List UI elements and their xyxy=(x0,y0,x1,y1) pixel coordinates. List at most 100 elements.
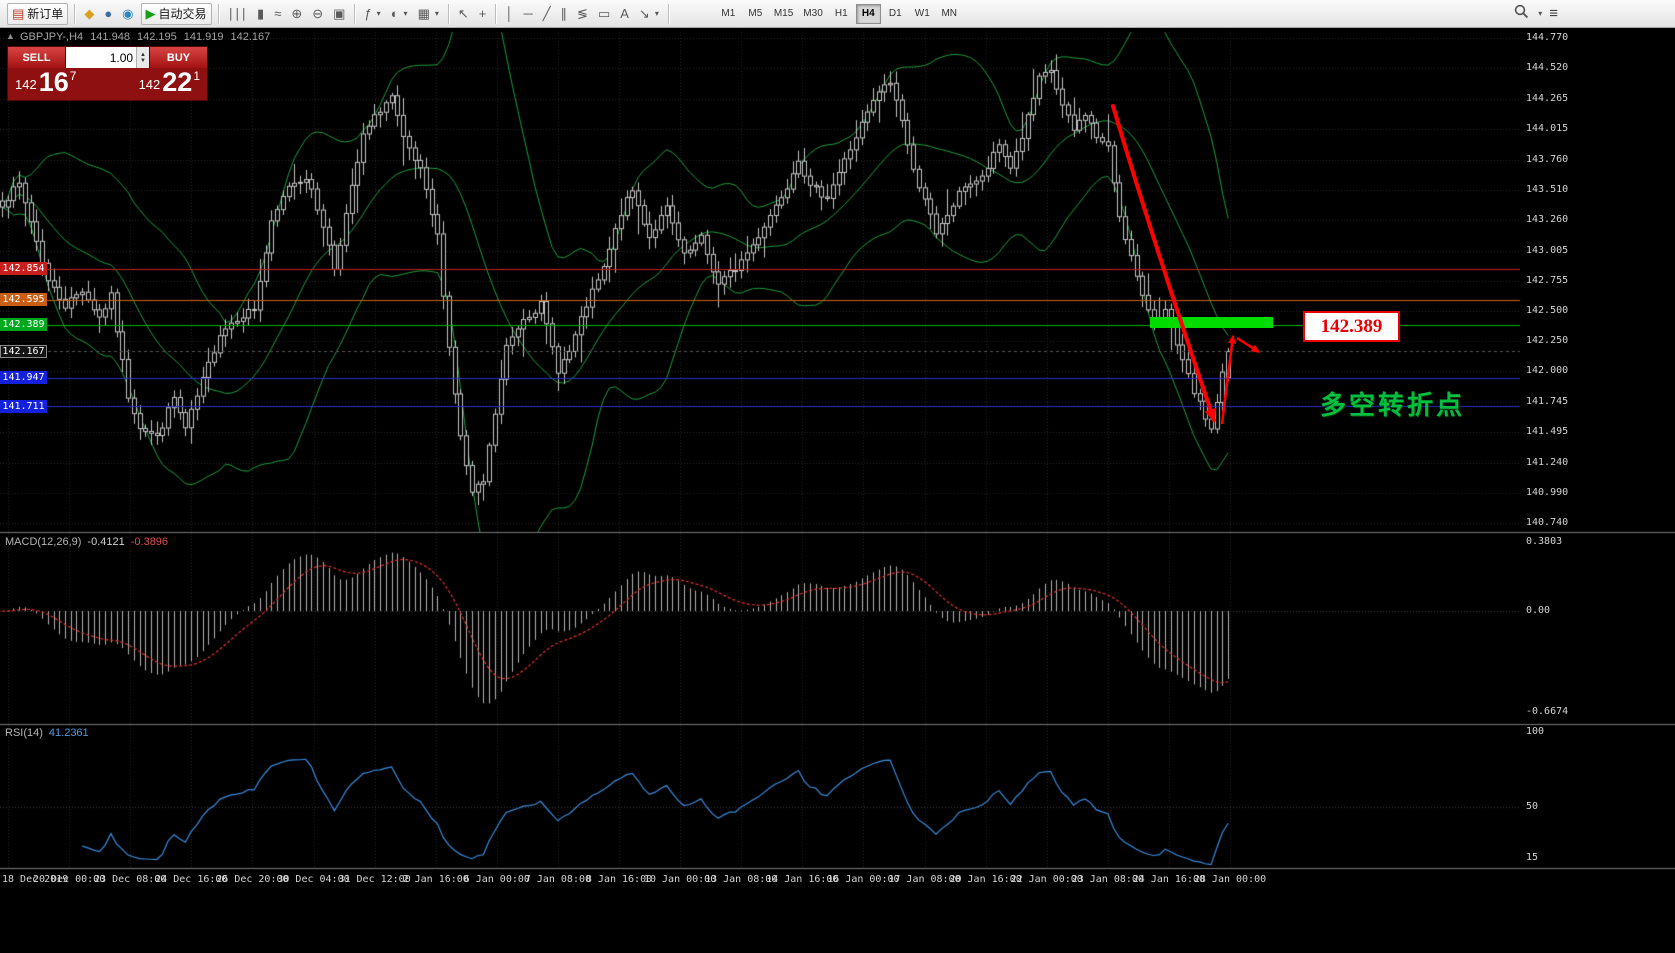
trendline-icon-glyph: ╱ xyxy=(542,6,551,21)
shapes-icon[interactable]: ▭ xyxy=(593,3,615,25)
panel-collapse-icon[interactable]: ▲ xyxy=(6,31,15,41)
search-icon[interactable] xyxy=(1514,4,1529,24)
cursor-icon[interactable]: ↖ xyxy=(453,3,474,25)
crosshair-icon[interactable]: + xyxy=(474,3,492,25)
timeframe-m5[interactable]: M5 xyxy=(748,8,763,19)
buy-price-big: 22 xyxy=(162,67,193,97)
timeframe-h4[interactable]: H4 xyxy=(855,3,881,24)
text-icon-glyph: A xyxy=(620,6,629,21)
vertical-line-icon[interactable]: │ xyxy=(500,3,518,25)
volume-input[interactable]: 1.00 ▲ ▼ xyxy=(65,47,150,68)
low-value: 141.919 xyxy=(183,31,224,43)
turning-point-label[interactable]: 多空转折点 xyxy=(1320,390,1466,420)
symbol-period-label: GBPJPY-,H4 xyxy=(20,31,84,43)
timeframe-w1[interactable]: W1 xyxy=(914,8,930,19)
trendline-icon[interactable]: ╱ xyxy=(538,3,556,25)
timeframe-m30[interactable]: M30 xyxy=(803,8,823,19)
arrow-tool-icon-glyph: ↘ xyxy=(638,6,650,21)
chevron-down-icon: ▾ xyxy=(654,9,659,18)
channel-icon[interactable]: ∥ xyxy=(556,3,573,25)
bar-chart-icon-glyph: ∣∣∣ xyxy=(227,6,248,21)
timeframe-m1[interactable]: M1 xyxy=(721,8,736,19)
chart-canvas[interactable] xyxy=(0,28,1675,953)
toolbar-separator xyxy=(667,3,669,24)
toolbar-right: ▾ ≡ xyxy=(1514,4,1670,24)
zoom-out-icon-glyph: ⊖ xyxy=(312,6,324,21)
close-value: 142.167 xyxy=(230,31,271,43)
text-icon[interactable]: A xyxy=(615,3,634,25)
sell-button[interactable]: SELL xyxy=(8,47,65,68)
fibonacci-icon-glyph: ≶ xyxy=(577,6,588,21)
quick-trade-icon[interactable]: ◆ xyxy=(79,3,99,25)
zoom-in-icon-glyph: ⊕ xyxy=(291,6,303,21)
autotrading-glyph: ▶ xyxy=(145,6,156,21)
vertical-line-icon-glyph: │ xyxy=(505,6,514,21)
volume-value: 1.00 xyxy=(109,50,134,65)
sell-price[interactable]: 142 16 7 xyxy=(15,69,76,96)
periods-glyph: ◐ xyxy=(390,6,399,21)
periods-button[interactable]: ◐ ▾ xyxy=(386,3,413,25)
macd-label: MACD(12,26,9) -0.4121 -0.3896 xyxy=(5,536,168,548)
buy-price[interactable]: 142 22 1 xyxy=(139,69,200,96)
sell-price-big: 16 xyxy=(38,67,69,97)
macd-title: MACD(12,26,9) xyxy=(5,536,82,548)
new-order-button[interactable]: ▤ 新订单 xyxy=(7,2,69,25)
rsi-label: RSI(14) 41.2361 xyxy=(5,727,89,739)
zoom-out-icon[interactable]: ⊖ xyxy=(307,3,328,25)
zoom-in-icon[interactable]: ⊕ xyxy=(286,3,307,25)
fibonacci-icon[interactable]: ≶ xyxy=(572,3,593,25)
shapes-icon-glyph: ▭ xyxy=(597,6,611,21)
channel-icon-glyph: ∥ xyxy=(560,6,568,21)
macd-main-value: -0.4121 xyxy=(87,536,125,548)
timeframe-mn[interactable]: MN xyxy=(941,8,958,19)
line-chart-icon[interactable]: ≈ xyxy=(269,3,286,25)
bar-chart-icon[interactable]: ∣∣∣ xyxy=(223,3,253,25)
toolbar: ▤ 新订单 ◆ ● ◉ ▶ 自动交易 ∣∣∣ ▮ ≈ ⊕ ⊖ ▣ ƒ ▾ ◐ ▾ ▦ ▾ ↖ + │ ─ ╱ ∥ ≶ ▭ A ↘ ▾ M1 M… xyxy=(0,0,1675,28)
chart-ohlc-header: GBPJPY-,H4 141.948 142.195 141.919 142.1… xyxy=(20,31,270,43)
indicators-button[interactable]: ƒ ▾ xyxy=(359,3,385,25)
volume-spinner[interactable]: ▲ ▼ xyxy=(136,47,149,68)
toolbar-separator xyxy=(74,3,76,24)
candlestick-chart-icon[interactable]: ▮ xyxy=(252,3,269,25)
rsi-value: 41.2361 xyxy=(48,727,89,739)
autotrading-button-label: 自动交易 xyxy=(158,7,207,21)
arrow-tool-icon[interactable]: ↘ ▾ xyxy=(634,3,664,25)
macd-signal-value: -0.3896 xyxy=(130,536,169,548)
line-chart-icon-glyph: ≈ xyxy=(274,6,282,21)
profile-icon[interactable]: ● xyxy=(99,3,117,25)
timeframe-toolbar: M1 M5 M15 M30 H1 H4 D1 W1 MN xyxy=(715,3,963,24)
tile-windows-icon[interactable]: ▣ xyxy=(328,3,350,25)
templates-button[interactable]: ▦ ▾ xyxy=(413,3,444,25)
tile-windows-icon-glyph: ▣ xyxy=(333,6,346,21)
spin-up-icon[interactable]: ▲ xyxy=(140,51,146,58)
high-value: 142.195 xyxy=(136,31,177,43)
timeframe-h1[interactable]: H1 xyxy=(834,8,848,19)
horizontal-line-icon-glyph: ─ xyxy=(523,6,533,21)
spin-down-icon[interactable]: ▼ xyxy=(140,57,146,64)
sell-price-prefix: 142 xyxy=(15,77,37,92)
cursor-icon-glyph: ↖ xyxy=(457,6,469,21)
indicators-glyph: ƒ xyxy=(364,6,372,21)
horizontal-line-icon[interactable]: ─ xyxy=(519,3,538,25)
chevron-down-icon: ▾ xyxy=(376,9,381,18)
toolbar-separator xyxy=(495,3,497,24)
buy-price-prefix: 142 xyxy=(138,77,161,92)
timeframe-d1[interactable]: D1 xyxy=(888,8,902,19)
open-value: 141.948 xyxy=(90,31,130,43)
toolbar-separator xyxy=(354,3,356,24)
community-icon[interactable]: ◉ xyxy=(117,3,138,25)
community-icon-glyph: ◉ xyxy=(122,6,134,21)
buy-price-sup: 1 xyxy=(193,69,200,83)
chevron-down-icon: ▾ xyxy=(403,9,408,18)
autotrading-button[interactable]: ▶ 自动交易 xyxy=(140,2,212,25)
timeframe-m15[interactable]: M15 xyxy=(773,8,794,19)
quick-trade-icon-glyph: ◆ xyxy=(84,6,95,21)
toolbar-separator xyxy=(447,3,449,24)
menu-icon[interactable]: ≡ xyxy=(1549,5,1558,22)
price-callout-box[interactable]: 142.389 xyxy=(1303,311,1400,342)
templates-glyph: ▦ xyxy=(417,6,430,21)
one-click-trading-panel: SELL 1.00 ▲ ▼ BUY 142 16 7 142 22 1 xyxy=(7,46,208,101)
chevron-down-icon[interactable]: ▾ xyxy=(1538,9,1543,18)
chart-region: 144.770 144.520 144.265 144.015 143.760 143.5… xyxy=(0,28,1675,953)
buy-button[interactable]: BUY xyxy=(150,47,207,68)
